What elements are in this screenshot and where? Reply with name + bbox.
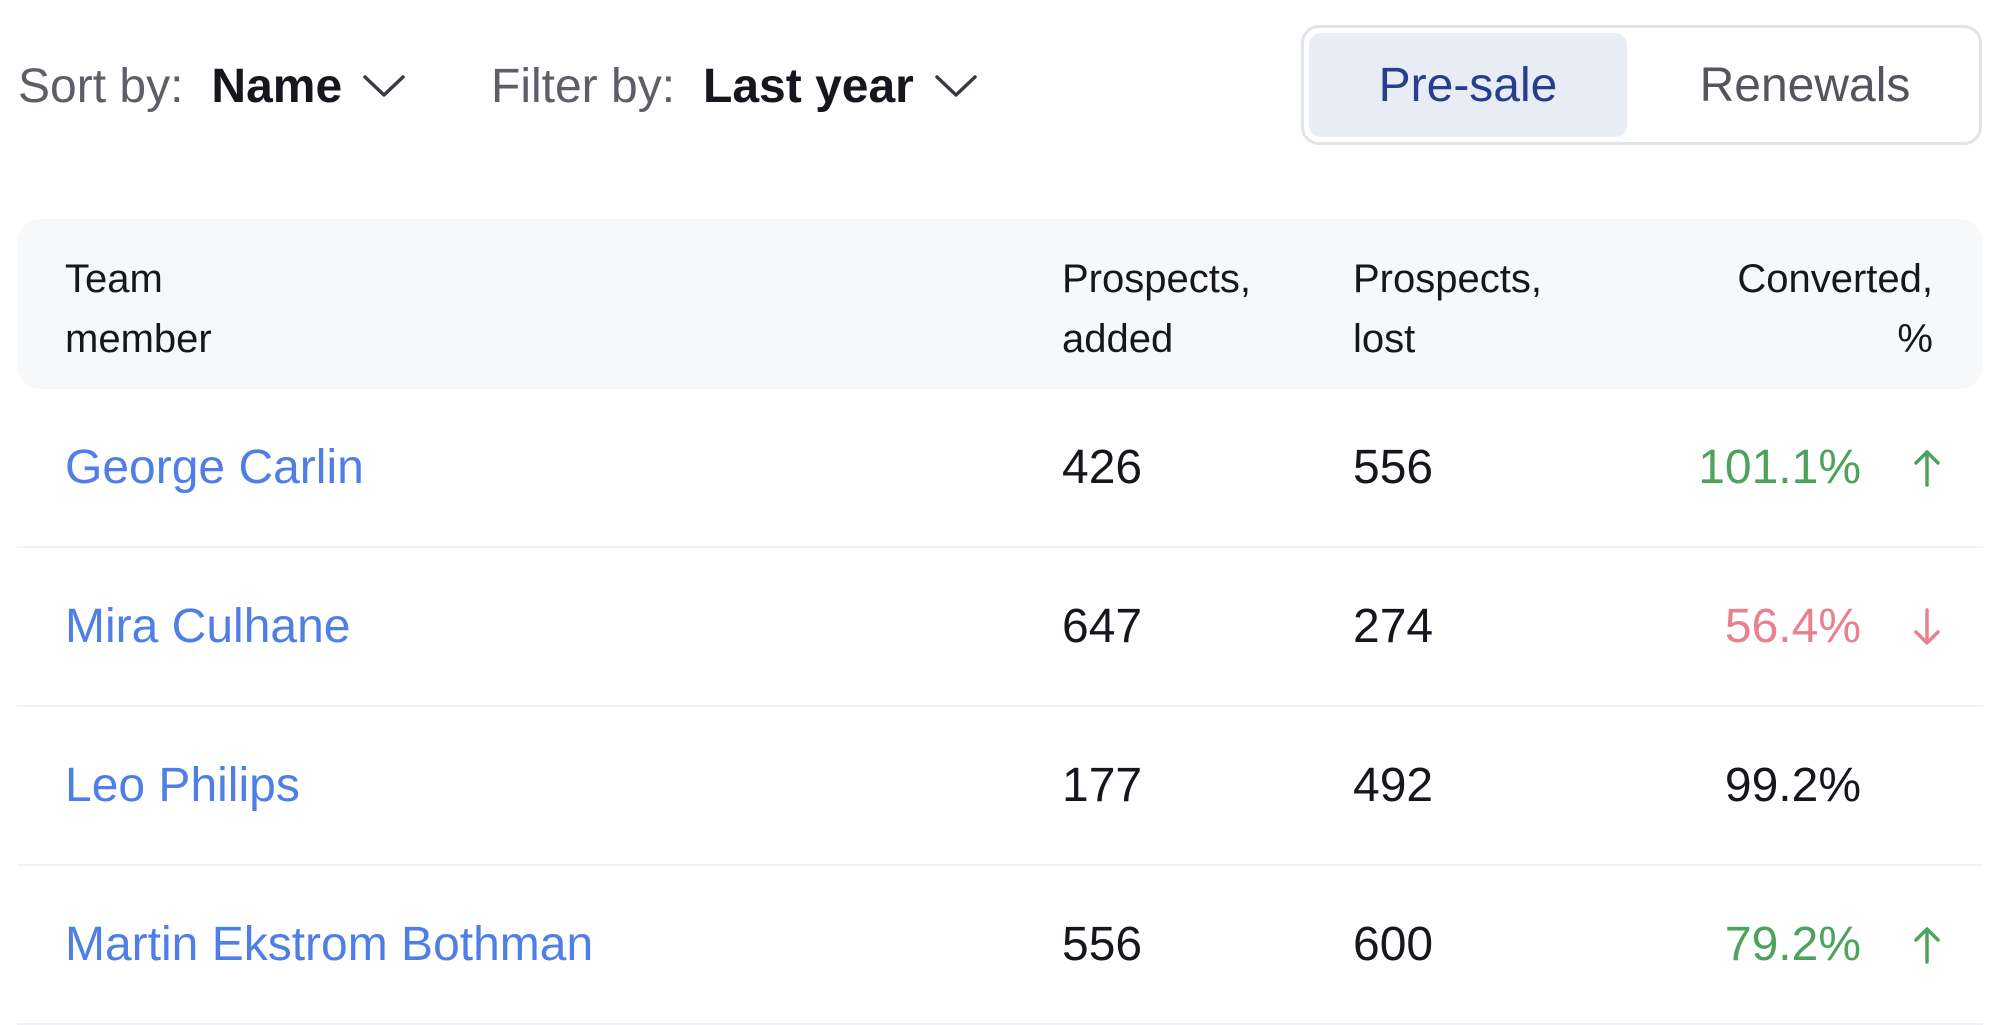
filter-value[interactable]: Last year	[703, 59, 914, 113]
tab-pre-sale[interactable]: Pre-sale	[1309, 33, 1627, 137]
view-toggle: Pre-sale Renewals	[1301, 25, 1982, 145]
member-name-link[interactable]: Martin Ekstrom Bothman	[65, 918, 594, 971]
prospects-lost-value: 492	[1353, 759, 1434, 812]
tab-renewals[interactable]: Renewals	[1699, 58, 1911, 112]
chevron-down-icon[interactable]	[362, 73, 406, 99]
arrow-up-icon	[1910, 866, 1944, 1023]
table-row: Leo Philips 177 492 99.2%	[17, 707, 1983, 866]
arrow-down-icon	[1910, 548, 1944, 705]
prospects-added-value: 177	[1062, 759, 1143, 812]
table-row: Mira Culhane 647 274 56.4%	[17, 548, 1983, 707]
header-converted[interactable]: Converted, %	[1737, 257, 1933, 361]
table-row: George Carlin 426 556 101.1%	[17, 389, 1983, 548]
converted-value: 79.2%	[1724, 918, 1861, 971]
header-prospects-lost[interactable]: Prospects, lost	[1353, 257, 1542, 361]
prospects-lost-value: 600	[1353, 918, 1434, 971]
toolbar: Sort by: Name Filter by: Last year Pre-s…	[0, 0, 1998, 170]
sort-dropdown[interactable]: Sort by: Name	[18, 54, 406, 118]
prospects-lost-value: 274	[1353, 600, 1434, 653]
prospects-lost-value: 556	[1353, 441, 1434, 494]
filter-dropdown[interactable]: Filter by: Last year	[491, 54, 978, 118]
sort-value[interactable]: Name	[211, 59, 343, 113]
prospects-added-value: 556	[1062, 918, 1143, 971]
member-name-link[interactable]: Mira Culhane	[65, 600, 351, 653]
prospects-added-value: 647	[1062, 600, 1143, 653]
chevron-down-icon[interactable]	[934, 73, 978, 99]
converted-value: 56.4%	[1724, 600, 1861, 653]
arrow-up-icon	[1910, 389, 1944, 546]
converted-value: 99.2%	[1724, 759, 1861, 812]
header-team-member[interactable]: Team member	[65, 257, 212, 361]
team-table: Team member Prospects, added Prospects, …	[17, 219, 1983, 1025]
filter-label: Filter by:	[491, 59, 676, 113]
header-prospects-added[interactable]: Prospects, added	[1062, 257, 1251, 361]
table-row: Martin Ekstrom Bothman 556 600 79.2%	[17, 866, 1983, 1025]
table-header: Team member Prospects, added Prospects, …	[17, 219, 1983, 389]
sort-label: Sort by:	[18, 59, 184, 113]
member-name-link[interactable]: Leo Philips	[65, 759, 300, 812]
member-name-link[interactable]: George Carlin	[65, 441, 364, 494]
converted-value: 101.1%	[1698, 441, 1861, 494]
prospects-added-value: 426	[1062, 441, 1143, 494]
